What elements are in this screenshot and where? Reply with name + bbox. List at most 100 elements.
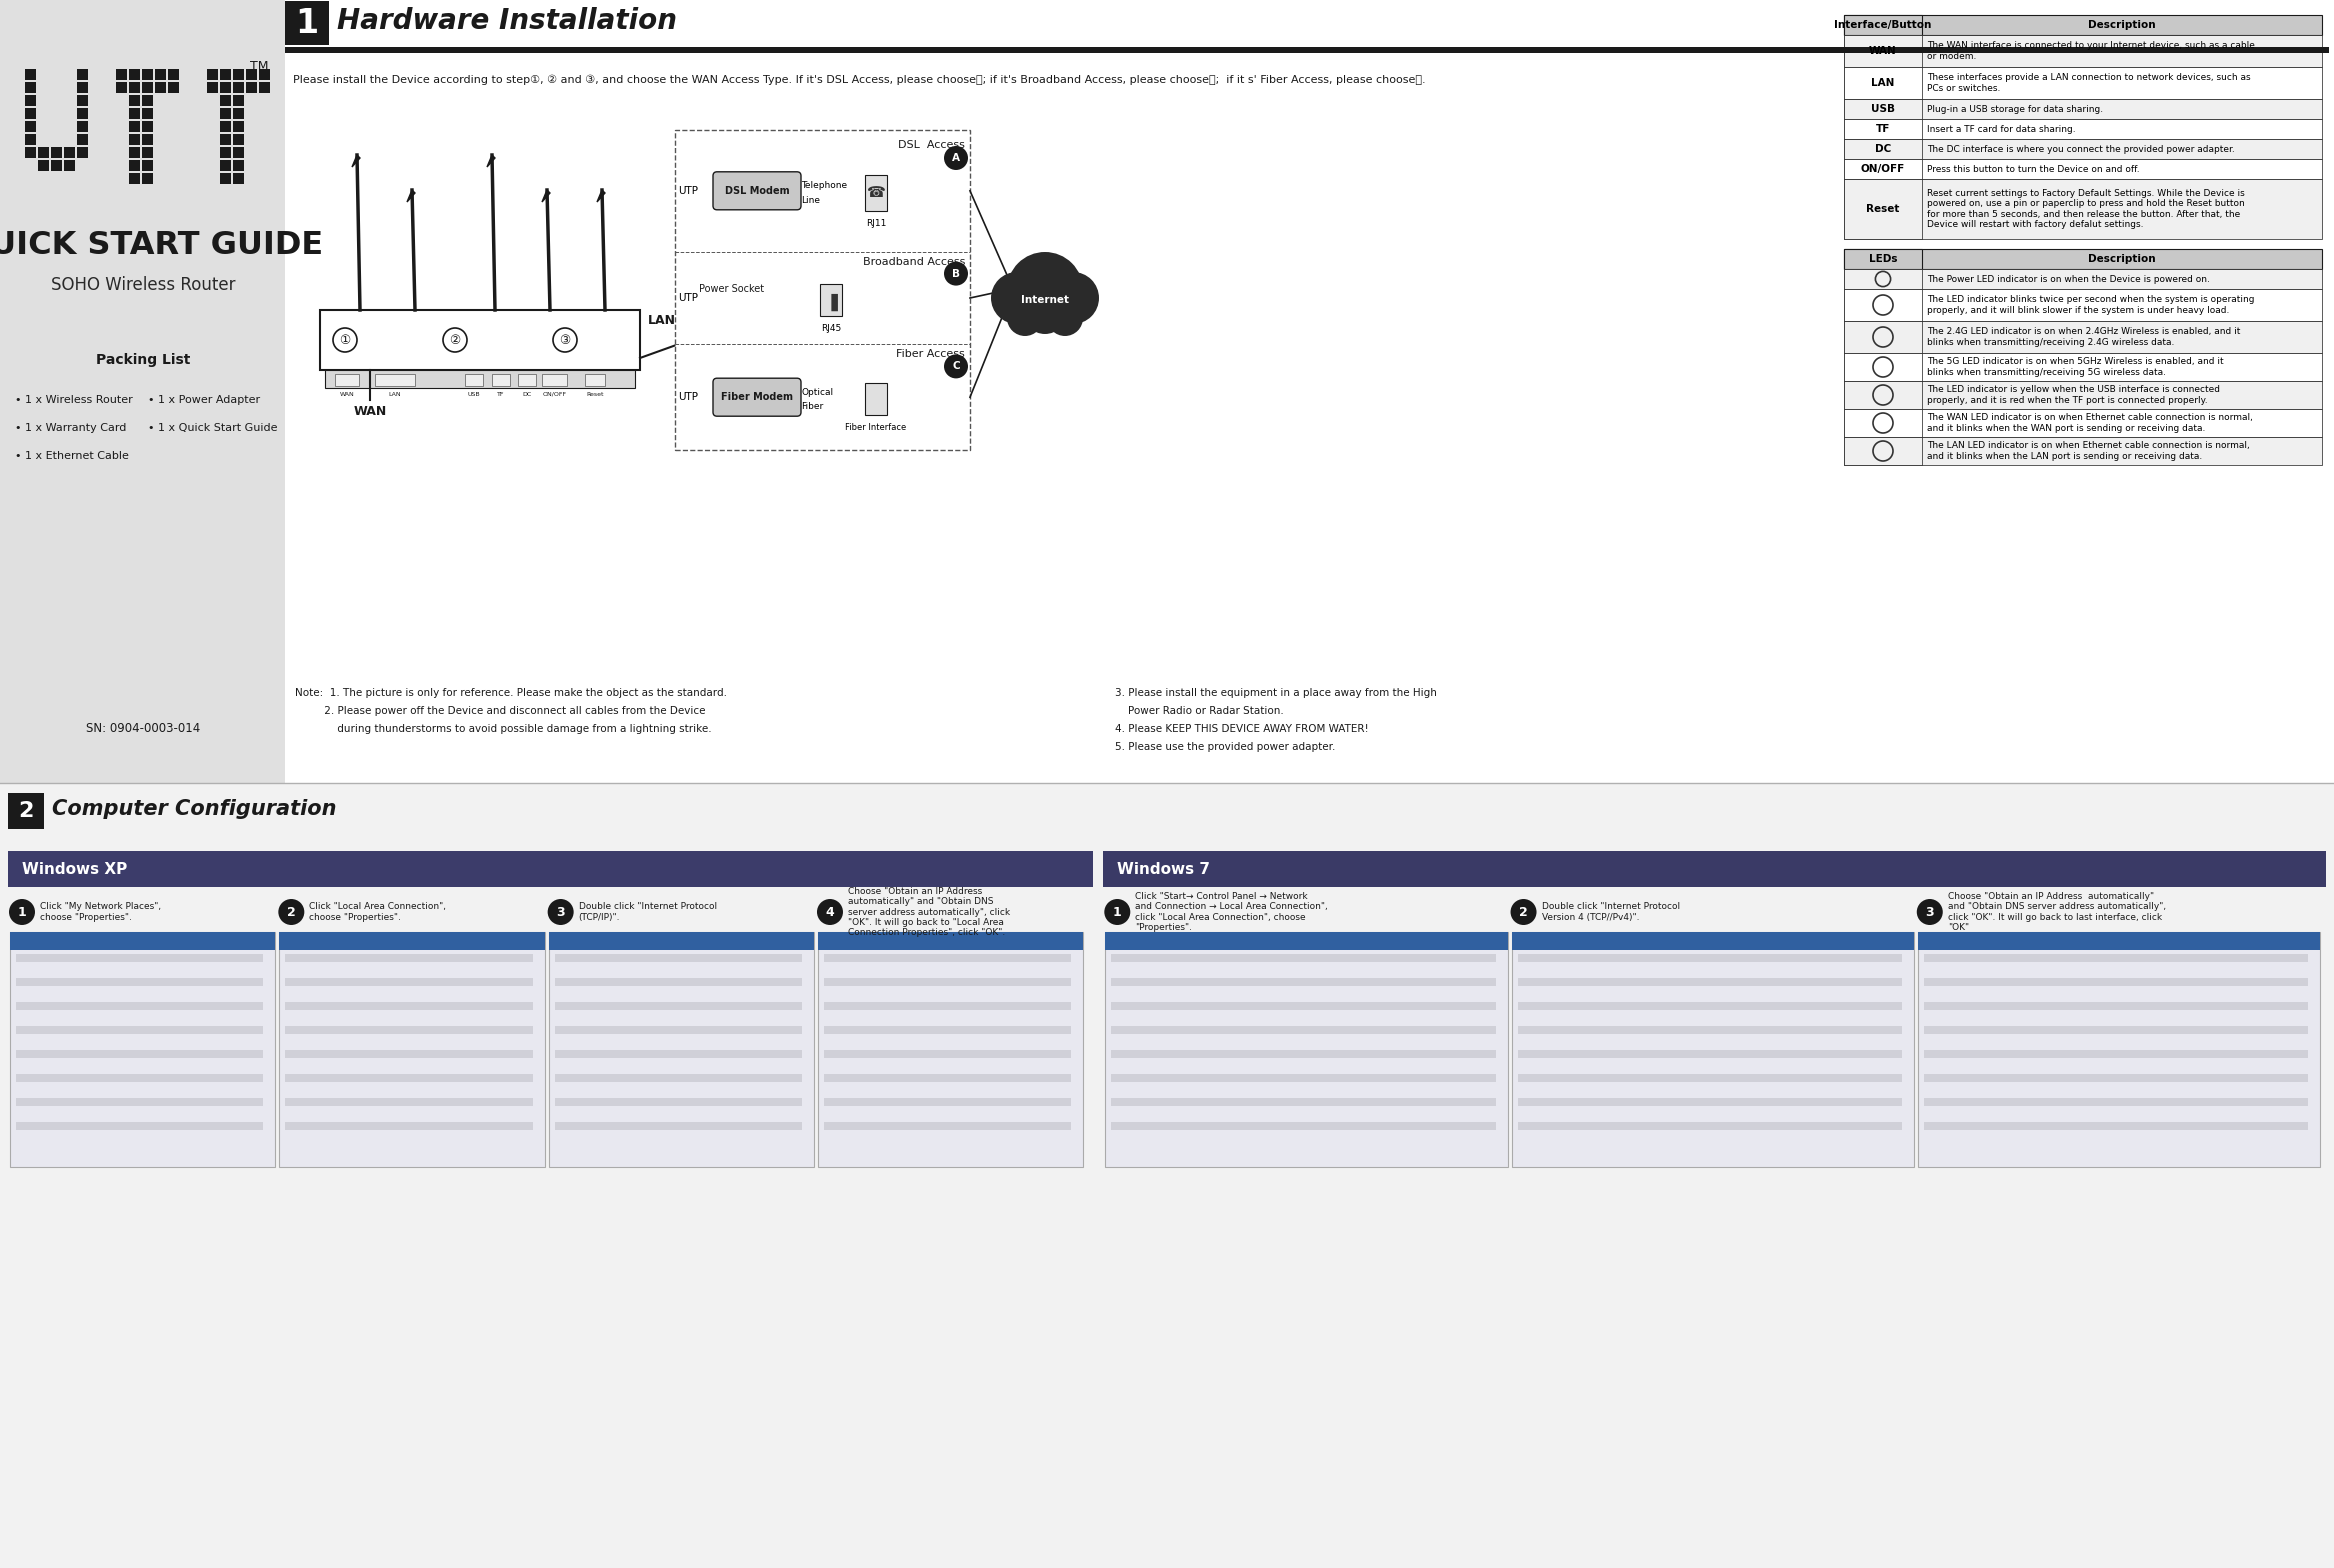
Bar (548, 931, 815, 1167)
Bar (0, 782, 2334, 1568)
Bar (1844, 16, 2322, 34)
Bar (1517, 978, 1902, 986)
Bar (824, 953, 1071, 963)
Bar (1106, 931, 1508, 950)
Bar (285, 1074, 532, 1082)
Bar (77, 82, 89, 93)
Bar (26, 147, 35, 158)
Circle shape (334, 328, 357, 351)
Text: 3. Please install the equipment in a place away from the High: 3. Please install the equipment in a pla… (1116, 688, 1435, 698)
Text: The DC interface is where you connect the provided power adapter.: The DC interface is where you connect th… (1928, 144, 2234, 154)
Text: ②: ② (450, 334, 460, 347)
Text: Description: Description (2089, 254, 2157, 263)
Text: ☎: ☎ (866, 185, 885, 201)
Bar (1923, 1025, 2308, 1033)
Bar (63, 147, 75, 158)
Text: USB: USB (1872, 103, 1895, 114)
Bar (1844, 289, 1921, 321)
Bar (555, 1098, 803, 1105)
Bar (16, 1098, 264, 1105)
Bar (320, 310, 640, 370)
Bar (1844, 67, 2322, 99)
Bar (280, 931, 544, 1167)
Polygon shape (406, 190, 415, 202)
Text: Fiber Modem: Fiber Modem (721, 392, 794, 403)
Text: The 2.4G LED indicator is on when 2.4GHz Wireless is enabled, and it
blinks when: The 2.4G LED indicator is on when 2.4GHz… (1928, 328, 2241, 347)
Bar (245, 69, 257, 80)
Text: Windows XP: Windows XP (21, 861, 128, 877)
Bar (285, 1123, 532, 1131)
Bar (1844, 381, 1921, 409)
Bar (37, 160, 49, 171)
FancyBboxPatch shape (712, 172, 801, 210)
Bar (128, 69, 140, 80)
Bar (1844, 321, 1921, 353)
Text: Choose "Obtain an IP Address
automatically" and "Obtain DNS
server address autom: Choose "Obtain an IP Address automatical… (847, 886, 1011, 938)
Text: ON/OFF: ON/OFF (1860, 165, 1905, 174)
Bar (824, 1074, 1071, 1082)
Bar (7, 851, 1092, 887)
Bar (128, 108, 140, 119)
Bar (142, 96, 154, 107)
Circle shape (1022, 290, 1067, 334)
Text: LAN: LAN (649, 314, 677, 326)
Text: Interface/Button: Interface/Button (1835, 20, 1933, 30)
Bar (168, 69, 180, 80)
Bar (26, 82, 35, 93)
Text: The LAN LED indicator is on when Ethernet cable connection is normal,
and it bli: The LAN LED indicator is on when Etherne… (1928, 441, 2250, 461)
Circle shape (1048, 299, 1083, 336)
Bar (1512, 931, 1914, 1167)
Bar (16, 1074, 264, 1082)
Bar (1111, 1051, 1496, 1058)
Bar (1844, 99, 2322, 119)
Text: Internet: Internet (1020, 295, 1069, 306)
Bar (555, 978, 803, 986)
Text: DC: DC (1874, 144, 1891, 154)
Bar (117, 82, 126, 93)
Bar (866, 383, 887, 416)
Text: LEDs: LEDs (1870, 254, 1898, 263)
Bar (819, 284, 843, 317)
Polygon shape (488, 155, 495, 168)
Circle shape (1510, 898, 1536, 925)
Bar (1919, 931, 2320, 950)
Bar (1844, 409, 2322, 437)
Text: WAN: WAN (1870, 45, 1898, 56)
Text: Reset current settings to Factory Default Settings. While the Device is
powered : Reset current settings to Factory Defaul… (1928, 188, 2245, 229)
Polygon shape (598, 190, 605, 202)
Text: 3: 3 (1926, 905, 1935, 919)
Bar (128, 121, 140, 132)
Circle shape (278, 898, 303, 925)
Text: 4. Please KEEP THIS DEVICE AWAY FROM WATER!: 4. Please KEEP THIS DEVICE AWAY FROM WAT… (1116, 724, 1368, 734)
Bar (51, 160, 63, 171)
Bar (233, 108, 245, 119)
Bar (1844, 140, 1921, 158)
Bar (26, 69, 35, 80)
Bar (219, 147, 231, 158)
Bar (1517, 1123, 1902, 1131)
Bar (1517, 1002, 1902, 1010)
Text: • 1 x Ethernet Cable: • 1 x Ethernet Cable (14, 452, 128, 461)
Text: 2: 2 (19, 801, 33, 822)
Text: 1: 1 (296, 6, 317, 39)
Bar (117, 69, 126, 80)
Text: LAN: LAN (390, 392, 401, 397)
Bar (142, 108, 154, 119)
Text: Press this button to turn the Device on and off.: Press this button to turn the Device on … (1928, 165, 2140, 174)
Bar (1106, 931, 1508, 1167)
Bar (1111, 978, 1496, 986)
Bar (219, 121, 231, 132)
Bar (208, 82, 217, 93)
Bar (7, 793, 44, 829)
Bar (219, 108, 231, 119)
Bar (219, 160, 231, 171)
Bar (1844, 179, 2322, 238)
Bar (233, 121, 245, 132)
Bar (1844, 321, 2322, 353)
Bar (245, 82, 257, 93)
Bar (1844, 179, 1921, 238)
Bar (1919, 931, 2320, 1167)
Bar (817, 931, 1083, 1167)
Text: • 1 x Quick Start Guide: • 1 x Quick Start Guide (147, 423, 278, 433)
Bar (0, 0, 285, 782)
